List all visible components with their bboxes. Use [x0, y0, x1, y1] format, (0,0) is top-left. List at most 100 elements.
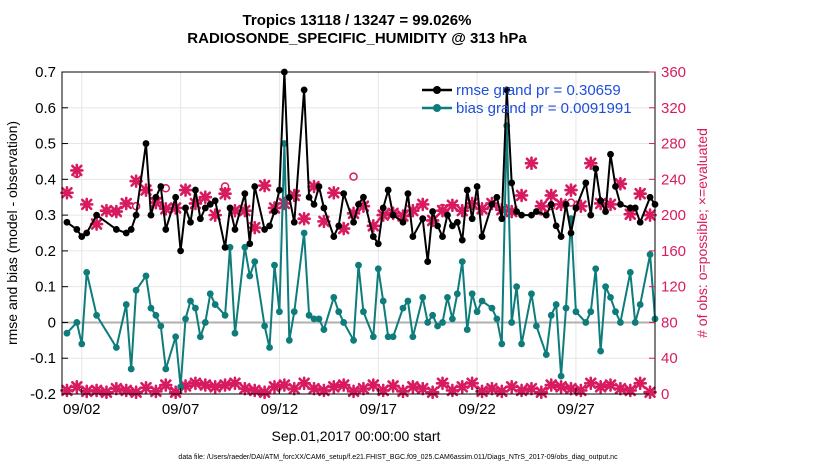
bias-point: [112, 344, 120, 351]
x-tick-label: 09/07: [162, 401, 200, 418]
obs-possible-circle: [220, 182, 230, 191]
rmse-point: [112, 226, 120, 233]
rmse-point: [478, 233, 486, 240]
bias-point: [83, 268, 91, 276]
rmse-point: [369, 233, 377, 240]
obs-evaluated-marker: [633, 376, 647, 391]
obs-possible-marker: [396, 209, 410, 223]
obs-evaluated-marker: [70, 380, 84, 394]
obs-possible-marker: [514, 188, 529, 203]
bias-point: [389, 333, 397, 341]
bias-point: [335, 308, 343, 316]
bias-point: [528, 290, 535, 298]
obs-evaluated-marker: [574, 383, 588, 398]
obs-possible-marker: [326, 185, 341, 200]
y-tick-label: 0.3: [35, 207, 56, 224]
tick-label-layer: -0.2 -0.1 0 0.1 0.2 0.3 0.4 0.5 0.6 0.7 0 40 80 120 16…: [30, 64, 686, 418]
bias-point: [453, 290, 461, 298]
rmse-point: [453, 218, 461, 226]
obs-evaluated-marker: [277, 378, 292, 392]
obs-possible-marker: [158, 202, 173, 216]
bias-point: [147, 304, 155, 312]
bias-point: [463, 326, 471, 333]
bias-point: [557, 372, 565, 380]
x-tick-label: 09/17: [359, 401, 397, 418]
bias-point: [542, 351, 550, 359]
obs-evaluated-marker: [99, 385, 114, 400]
obs-evaluated-marker: [317, 383, 331, 398]
rmse-point: [597, 197, 605, 205]
rmse-point: [83, 229, 91, 237]
y2-tick-label: 280: [661, 136, 686, 153]
obs-evaluated-marker: [178, 379, 193, 393]
rmse-point: [355, 200, 362, 208]
bias-point: [607, 294, 614, 301]
rmse-point: [508, 179, 516, 187]
obs-evaluated-marker: [139, 380, 153, 395]
bias-point: [508, 319, 516, 326]
obs-possible-marker: [583, 156, 598, 171]
bias-point: [231, 329, 239, 337]
obs-possible-marker: [228, 203, 242, 218]
rmse-point: [310, 200, 318, 208]
obs-possible-circle: [112, 207, 121, 216]
bias-point: [631, 319, 639, 326]
obs-evaluated-marker: [287, 381, 302, 396]
y2-tick-label: 120: [661, 279, 686, 296]
obs-possible-marker: [287, 188, 302, 203]
bias-point: [177, 383, 185, 391]
obs-evaluated-marker: [247, 383, 262, 398]
obs-evaluated-marker: [168, 385, 183, 400]
obs-possible-marker: [277, 196, 292, 211]
bias-point: [221, 311, 229, 319]
obs-possible-marker: [623, 207, 638, 222]
rmse-point: [528, 211, 535, 219]
y2-tick-label: 200: [661, 207, 686, 224]
y2-tick-label: 360: [661, 64, 686, 81]
bias-point: [305, 311, 313, 319]
obs-evaluated-marker: [326, 380, 341, 394]
plot-frame: [61, 71, 656, 395]
bias-point: [592, 265, 600, 273]
obs-possible-marker: [336, 221, 351, 236]
bias-point: [429, 311, 437, 319]
obs-evaluated-marker: [79, 384, 94, 399]
obs-possible-marker: [445, 198, 460, 213]
obs-evaluated-marker: [336, 378, 351, 392]
bias-point: [572, 308, 580, 316]
obs-evaluated-marker: [60, 383, 74, 398]
bias-point: [404, 297, 412, 305]
obs-possible-marker: [366, 219, 381, 233]
bias-point: [211, 301, 219, 308]
rmse-point: [612, 183, 619, 190]
legend-rmse-marker: [433, 86, 441, 94]
y2-tick-label: 0: [661, 386, 669, 403]
rmse-point: [211, 197, 219, 205]
rmse-point: [493, 193, 501, 201]
obs-evaluated-marker: [554, 380, 568, 394]
bias-point: [379, 297, 387, 305]
obs-possible-marker: [435, 203, 450, 218]
bias-point: [93, 311, 100, 319]
obs-possible-marker: [455, 203, 470, 218]
obs-evaluated-marker: [445, 383, 460, 398]
obs-evaluated-marker: [564, 381, 578, 396]
obs-possible-marker: [99, 203, 114, 218]
rmse-point: [201, 204, 209, 212]
y2-tick-label: 80: [661, 314, 678, 331]
bias-point: [201, 319, 209, 326]
rmse-point: [226, 204, 234, 212]
rmse-point: [251, 183, 259, 190]
y-tick-label: 0.1: [35, 279, 56, 296]
bias-point: [369, 333, 377, 341]
bias-point: [251, 258, 259, 266]
obs-evaluated-marker: [119, 383, 134, 398]
obs-evaluated-marker: [346, 384, 361, 399]
rmse-point: [562, 200, 570, 208]
obs-possible-marker: [633, 186, 647, 201]
bias-point: [196, 333, 204, 341]
rmse-point: [320, 204, 328, 212]
y2-tick-label: 240: [661, 171, 686, 188]
bias-point: [533, 322, 540, 330]
